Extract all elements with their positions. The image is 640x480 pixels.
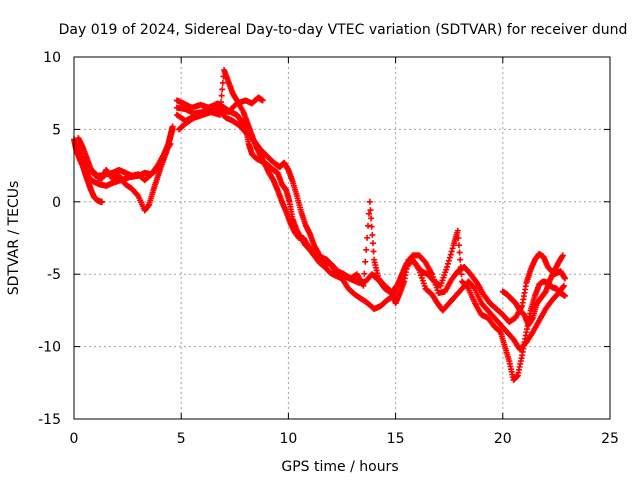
chart-title: Day 019 of 2024, Sidereal Day-to-day VTE… [59,22,628,38]
x-tick-label: 20 [494,431,512,447]
x-axis-label: GPS time / hours [281,459,398,475]
data-point [167,140,174,147]
data-point [219,86,226,93]
data-point [457,256,464,263]
data-point [219,79,226,86]
y-tick-label: -5 [47,267,61,283]
y-axis-tick-labels: -15 -10 -5 0 5 10 [38,50,61,428]
y-tick-label: -15 [38,412,61,428]
x-axis-tick-labels: 0 5 10 15 20 25 [70,431,619,447]
y-tick-label: -10 [38,340,61,356]
data-point [367,207,374,214]
data-point [169,123,176,130]
data-point [366,198,373,205]
data-point [464,284,471,291]
data-point [259,97,266,104]
sdtvar-track [79,140,174,189]
y-tick-label: 5 [52,122,61,138]
data-point [448,248,455,255]
plot-frame [73,56,611,420]
data-point [446,254,453,261]
data-point [361,270,368,277]
data-point [134,191,141,198]
data-point [218,99,225,106]
data-point [365,222,372,229]
data-point [364,234,371,241]
data-point [454,227,461,234]
x-tick-label: 15 [387,431,405,447]
data-point [370,248,377,255]
data-point [368,223,375,230]
x-tick-label: 25 [601,431,619,447]
data-point [368,215,375,222]
y-axis-label: SDTVAR / TECUs [6,181,22,296]
sdtvar-track [173,103,568,325]
x-tick-label: 0 [70,431,79,447]
x-tick-label: 5 [177,431,186,447]
data-point [471,284,478,291]
data-point [369,231,376,238]
data-point [369,240,376,247]
data-point [365,210,372,217]
data-point [445,257,452,264]
y-tick-label: 10 [43,50,61,66]
sdtvar-track [499,252,566,328]
data-point [449,245,456,252]
data-point [561,292,568,299]
data-point [455,235,462,241]
data-point [444,260,451,267]
data-point [363,246,370,253]
data-point [559,252,566,259]
data-point [218,92,225,99]
data-point [458,271,465,278]
data-point [560,282,567,289]
data-point [98,198,105,205]
data-point [456,249,463,256]
data-point [561,275,568,282]
x-tick-label: 10 [279,431,297,447]
data-series-sdtvar [71,67,568,383]
y-tick-label: 0 [52,195,61,211]
data-point [456,242,463,249]
data-point [447,251,454,258]
data-point [362,258,369,265]
axis-ticks [73,56,611,420]
data-point [444,263,451,270]
